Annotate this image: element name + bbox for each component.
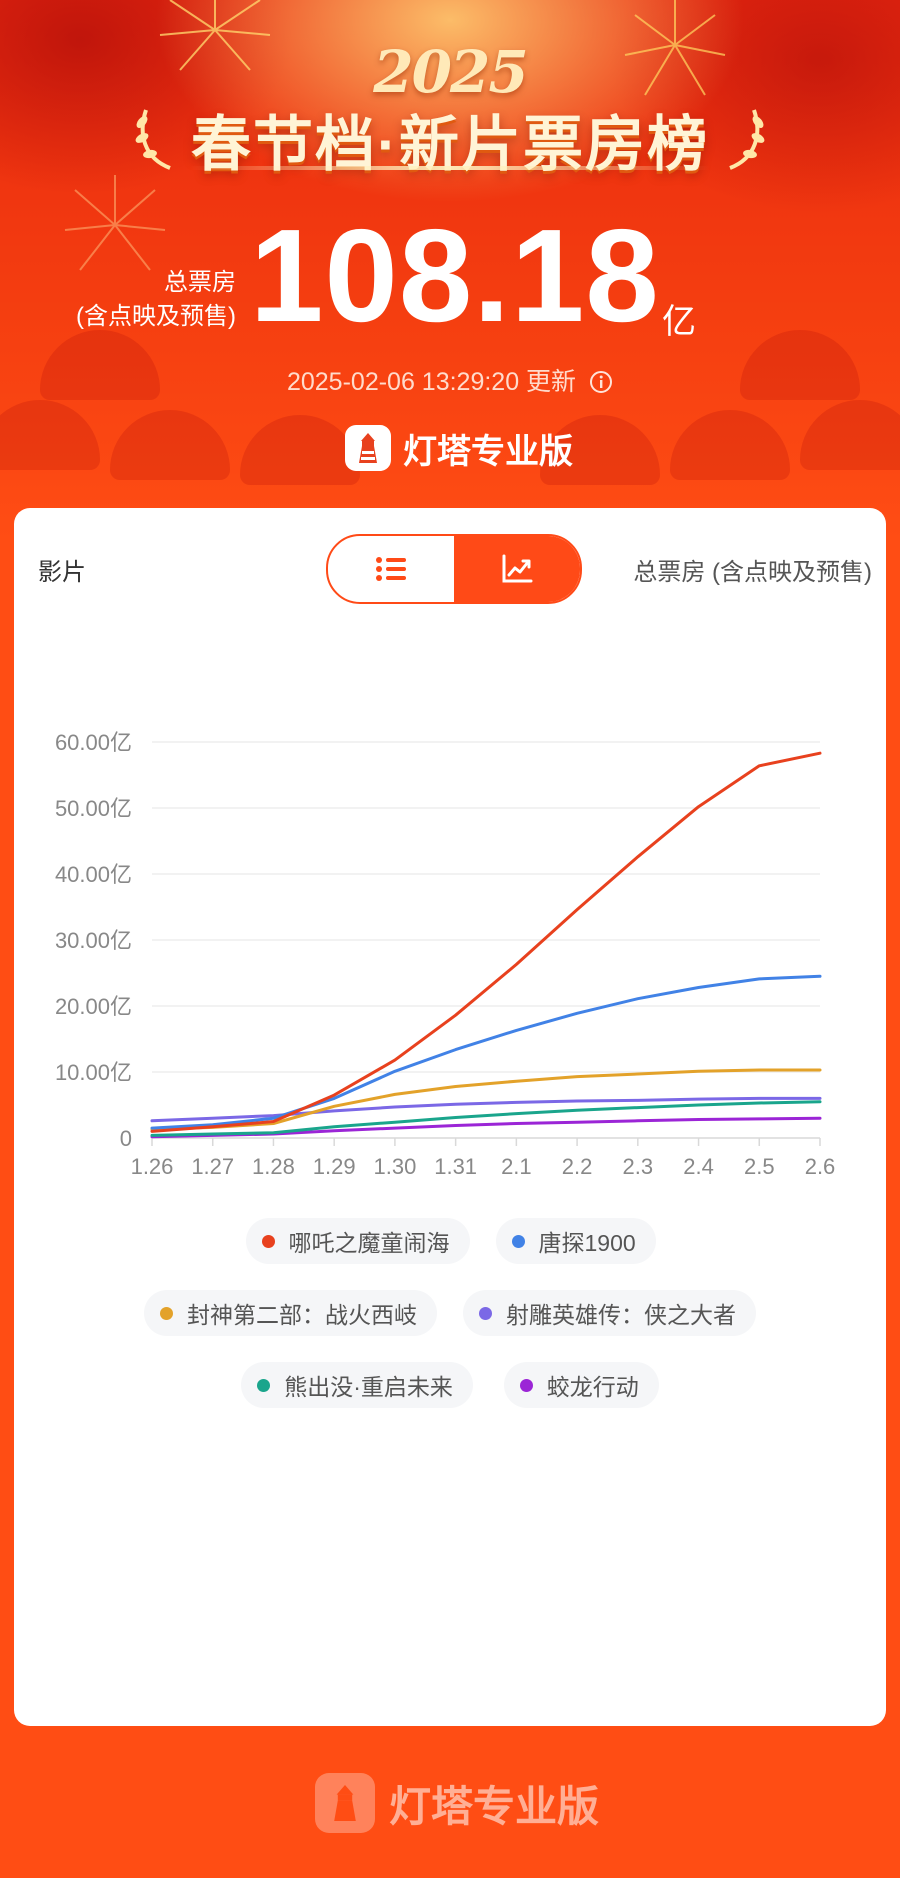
seat-decoration bbox=[110, 410, 230, 480]
legend-item[interactable]: 封神第二部：战火西岐 bbox=[144, 1290, 437, 1336]
firework-icon bbox=[64, 175, 166, 271]
y-tick-label: 50.00亿 bbox=[55, 796, 132, 821]
legend-dot-icon bbox=[257, 1378, 271, 1392]
total-box-office-value: 108.18 bbox=[250, 202, 660, 349]
header-banner: 2025 春节档·新片票房榜 总票房 (含点映及预售) 108.18 亿 202… bbox=[0, 0, 900, 540]
seat-decoration bbox=[800, 400, 900, 470]
laurel-left-icon bbox=[135, 109, 171, 170]
total-box-office-unit: 亿 bbox=[662, 303, 696, 341]
legend-item[interactable]: 哪吒之魔童闹海 bbox=[245, 1218, 470, 1264]
series-line bbox=[150, 1100, 822, 1137]
seat-decoration bbox=[240, 415, 360, 485]
x-tick-label: 2.6 bbox=[805, 1154, 836, 1179]
x-tick-label: 1.28 bbox=[252, 1154, 295, 1179]
legend-label: 射雕英雄传：侠之大者 bbox=[506, 1302, 736, 1328]
series-line bbox=[150, 751, 822, 1133]
chart-view-button[interactable] bbox=[454, 536, 580, 602]
legend-item[interactable]: 蛟龙行动 bbox=[503, 1362, 659, 1408]
x-tick-label: 2.4 bbox=[683, 1154, 714, 1179]
series-line bbox=[150, 1068, 822, 1131]
ranking-card: 影片 总票房 (含点映及预售) 0 10.00亿 20.00亿 30.00亿 40.00… bbox=[14, 508, 886, 1726]
x-tick-label: 2.2 bbox=[562, 1154, 593, 1179]
list-view-button[interactable] bbox=[328, 536, 454, 602]
firework-icon bbox=[159, 0, 271, 71]
x-tick-label: 1.27 bbox=[191, 1154, 234, 1179]
column-header-total: 总票房 (含点映及预售) bbox=[633, 559, 872, 586]
total-label-line2: (含点映及预售) bbox=[76, 303, 236, 330]
x-tick-label: 1.29 bbox=[313, 1154, 356, 1179]
footer-lighthouse-logo-icon bbox=[315, 1773, 375, 1833]
list-icon bbox=[376, 557, 406, 581]
brand-name: 灯塔专业版 bbox=[403, 432, 573, 471]
legend-dot-icon bbox=[511, 1234, 525, 1248]
total-label-line1: 总票房 bbox=[164, 269, 236, 296]
legend-item[interactable]: 唐探1900 bbox=[495, 1218, 656, 1264]
lighthouse-logo-icon bbox=[345, 425, 391, 471]
y-tick-label: 30.00亿 bbox=[55, 928, 132, 953]
title-underline bbox=[190, 166, 710, 170]
legend-label: 蛟龙行动 bbox=[546, 1374, 639, 1400]
trend-chart-icon bbox=[502, 554, 533, 583]
y-tick-label: 0 bbox=[120, 1126, 132, 1151]
x-tick-label: 2.5 bbox=[744, 1154, 775, 1179]
seat-decoration bbox=[670, 410, 790, 480]
legend-item[interactable]: 射雕英雄传：侠之大者 bbox=[463, 1290, 756, 1336]
view-toggle bbox=[326, 534, 582, 604]
column-header-film: 影片 bbox=[38, 559, 86, 586]
x-tick-label: 1.30 bbox=[373, 1154, 416, 1179]
legend-label: 封神第二部：战火西岐 bbox=[187, 1302, 417, 1328]
legend-label: 唐探1900 bbox=[538, 1230, 636, 1256]
update-time: 2025-02-06 13:29:20 更新 bbox=[286, 368, 577, 396]
firework-icon bbox=[624, 0, 726, 96]
x-tick-label: 2.1 bbox=[501, 1154, 532, 1179]
legend-label: 哪吒之魔童闹海 bbox=[288, 1230, 450, 1256]
y-tick-label: 20.00亿 bbox=[55, 994, 132, 1019]
x-tick-label: 1.26 bbox=[131, 1154, 174, 1179]
y-tick-label: 10.00亿 bbox=[55, 1060, 132, 1085]
update-time-row: 2025-02-06 13:29:20 更新 bbox=[0, 362, 900, 398]
y-tick-label: 60.00亿 bbox=[55, 730, 132, 755]
box-office-line-chart: 0 10.00亿 20.00亿 30.00亿 40.00亿 50.00亿 60.00亿 1.2… bbox=[55, 730, 836, 1179]
title-wrap: 春节档·新片票房榜 bbox=[0, 96, 900, 178]
legend-dot-icon bbox=[479, 1306, 492, 1320]
seat-decoration bbox=[0, 400, 100, 470]
legend-dot-icon bbox=[261, 1234, 275, 1248]
legend-dot-icon bbox=[160, 1306, 173, 1320]
total-box-office-label: 总票房 (含点映及预售) bbox=[76, 266, 236, 334]
laurel-right-icon bbox=[729, 109, 765, 170]
footer-brand-name: 灯塔专业版 bbox=[389, 1782, 600, 1830]
footer-brand: 灯塔专业版 bbox=[315, 1772, 599, 1834]
y-tick-label: 40.00亿 bbox=[55, 862, 132, 887]
year-badge: 2025 bbox=[373, 38, 528, 106]
legend-item[interactable]: 熊出没·重启未来 bbox=[241, 1362, 473, 1408]
x-tick-label: 1.31 bbox=[434, 1154, 477, 1179]
legend-dot-icon bbox=[519, 1378, 533, 1392]
info-icon[interactable] bbox=[589, 370, 613, 394]
legend-label: 熊出没·重启未来 bbox=[284, 1374, 453, 1400]
x-tick-label: 2.3 bbox=[623, 1154, 654, 1179]
brand-logo-row: 灯塔专业版 bbox=[345, 424, 573, 472]
series-line bbox=[150, 974, 822, 1130]
series-line bbox=[150, 1096, 822, 1123]
